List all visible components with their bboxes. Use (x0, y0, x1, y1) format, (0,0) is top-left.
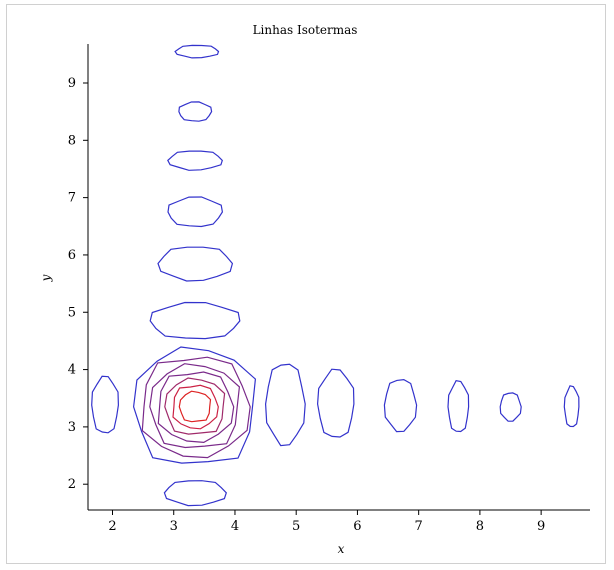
peak-contour-line (164, 377, 226, 435)
peak-contour-line (149, 363, 241, 449)
y-tick-label: 6 (68, 248, 76, 263)
x-tick-label: 2 (108, 519, 116, 534)
y-tick-label: 5 (68, 305, 76, 320)
y-axis-label: y (39, 274, 53, 282)
contour-line (157, 246, 234, 282)
peak-contour-line (178, 390, 212, 423)
y-tick-label: 4 (68, 363, 76, 378)
y-tick-label: 8 (68, 133, 76, 148)
contour-line (167, 196, 224, 228)
x-tick-label: 8 (476, 519, 484, 534)
contour-line (499, 392, 522, 422)
contour-lines (91, 44, 580, 507)
y-tick-label: 2 (68, 477, 76, 492)
peak-contour-line (141, 356, 251, 459)
contour-line (167, 150, 223, 171)
peak-contour-line (157, 371, 235, 444)
contour-line (447, 380, 470, 433)
peak-contour-line (132, 346, 257, 464)
y-tick-label: 3 (68, 420, 76, 435)
y-ticks: 2 3 4 5 6 7 8 9 (68, 76, 88, 492)
x-tick-label: 3 (170, 519, 178, 534)
x-tick-label: 5 (292, 519, 300, 534)
contour-line (316, 368, 355, 438)
y-tick-label: 7 (68, 191, 76, 206)
x-ticks: 2 3 4 5 6 7 8 9 (108, 510, 545, 534)
axes (87, 44, 590, 511)
x-tick-label: 6 (353, 519, 361, 534)
peak-contour-line (172, 384, 219, 430)
plot-frame (6, 4, 606, 564)
x-axis-label: x (338, 542, 345, 556)
contour-line (264, 363, 306, 447)
x-tick-label: 7 (415, 519, 423, 534)
contour-line (563, 385, 580, 428)
contour-line (383, 378, 418, 433)
contour-line (163, 480, 227, 507)
contour-line (91, 375, 120, 434)
x-tick-label: 9 (537, 519, 545, 534)
contour-line (149, 301, 241, 340)
contour-line (178, 101, 213, 122)
x-tick-label: 4 (231, 519, 239, 534)
chart-title: Linhas Isotermas (253, 23, 358, 37)
y-tick-label: 9 (68, 76, 76, 91)
contour-line (174, 44, 220, 59)
